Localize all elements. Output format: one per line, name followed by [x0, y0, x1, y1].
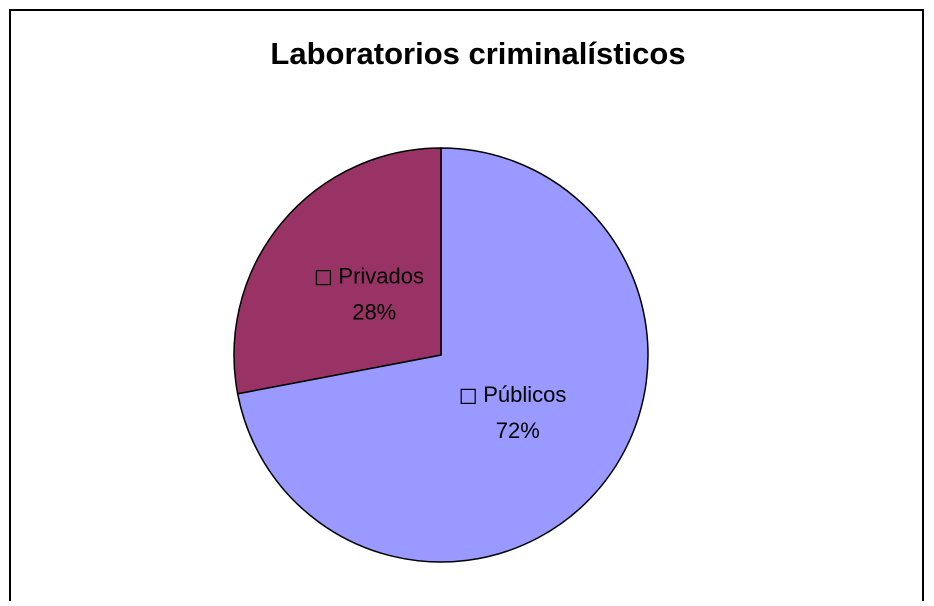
pie-slice [233, 147, 442, 395]
slice-label: Públicos [483, 382, 566, 407]
value-label: 28% [352, 299, 396, 324]
pie-slice [236, 147, 649, 563]
legend-key [315, 270, 332, 286]
legend-key [460, 388, 476, 404]
chart-title: Laboratorios criminalísticos [270, 36, 685, 71]
slice-label: Privados [338, 263, 424, 288]
value-label: 72% [496, 418, 540, 443]
